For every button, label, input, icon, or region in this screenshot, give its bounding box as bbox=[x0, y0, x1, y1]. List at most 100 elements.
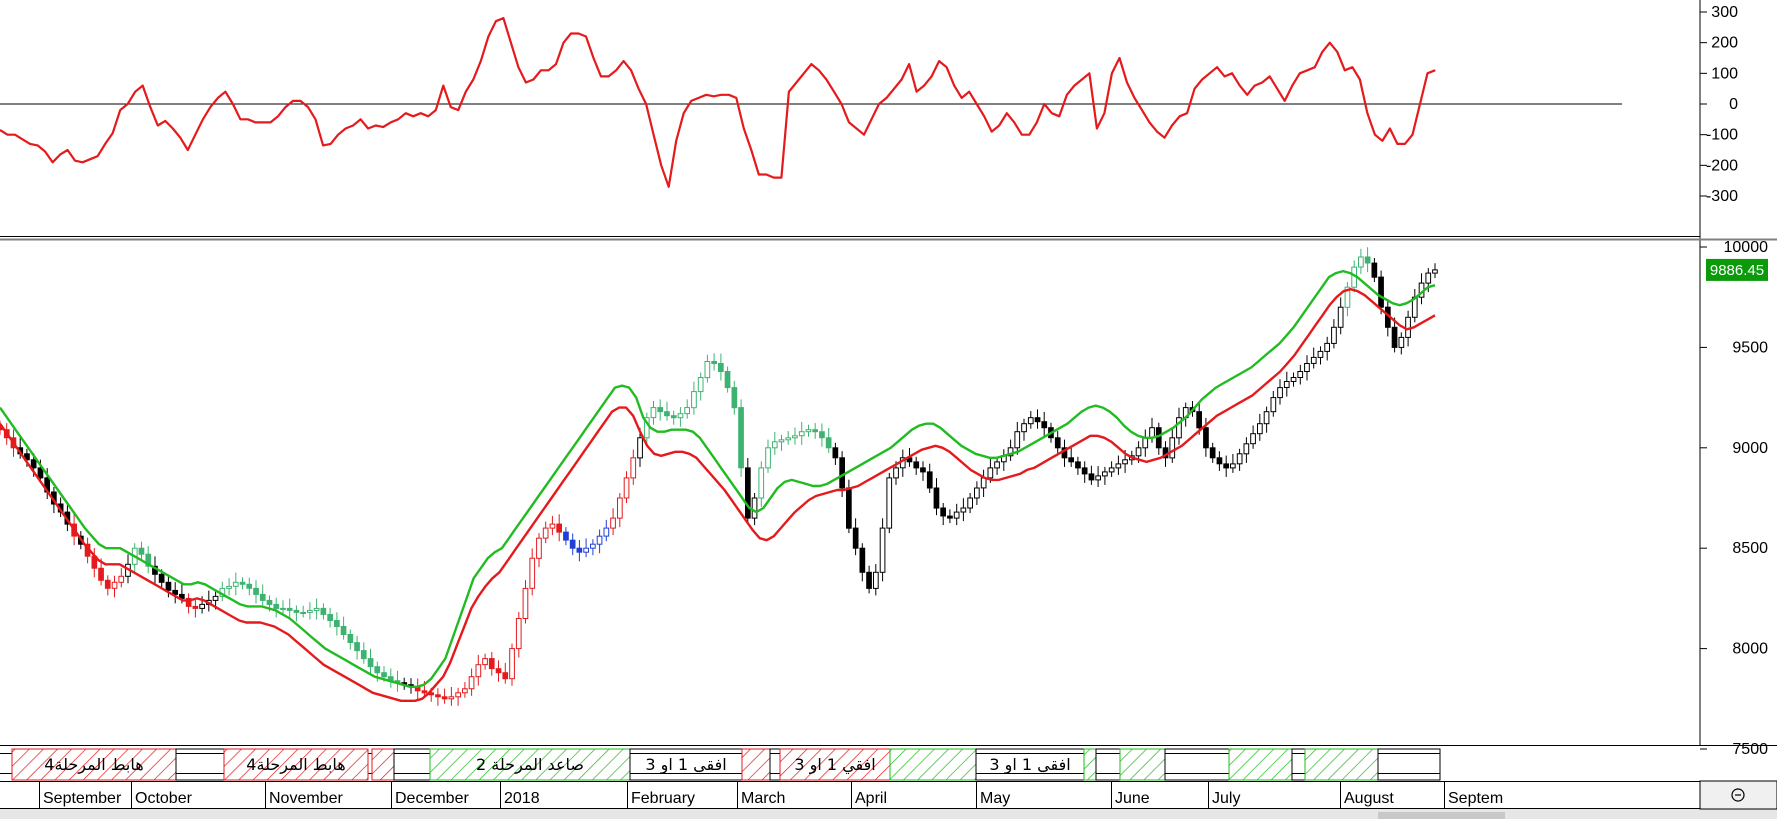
oscillator-point bbox=[1073, 85, 1075, 87]
oscillator-point bbox=[1201, 78, 1203, 81]
oscillator-point bbox=[127, 103, 129, 105]
candle-body bbox=[819, 431, 825, 439]
candle-body bbox=[940, 507, 946, 517]
oscillator-point bbox=[112, 132, 114, 134]
candle-body bbox=[1155, 427, 1162, 449]
candle-body bbox=[778, 439, 785, 443]
candle-body bbox=[549, 523, 556, 529]
oscillator-point bbox=[1434, 69, 1436, 71]
oscillator-point bbox=[352, 124, 354, 127]
oscillator-point bbox=[1419, 103, 1421, 105]
candle-body bbox=[1297, 371, 1304, 378]
candle-body bbox=[684, 407, 690, 415]
oscillator-point bbox=[330, 143, 332, 145]
oscillator-point bbox=[435, 109, 437, 111]
candle-body bbox=[1115, 463, 1122, 469]
oscillator-point bbox=[67, 149, 69, 151]
candle-body bbox=[886, 477, 893, 529]
oscillator-point bbox=[885, 97, 888, 99]
oscillator-point bbox=[1411, 134, 1414, 136]
candle-body bbox=[1135, 447, 1142, 457]
oscillator-point bbox=[472, 78, 474, 81]
oscillator-point bbox=[1284, 100, 1286, 102]
oscillator-point bbox=[1148, 121, 1151, 123]
candle-body bbox=[111, 581, 118, 589]
oscillator-line bbox=[0, 17, 1436, 188]
oscillator-point bbox=[1366, 112, 1368, 114]
candle-body bbox=[441, 696, 448, 700]
candle-body bbox=[677, 413, 684, 419]
oscillator-point bbox=[1043, 103, 1045, 105]
oscillator-point bbox=[547, 69, 550, 71]
phase-segment-down bbox=[779, 748, 891, 781]
month-label: May bbox=[980, 790, 1010, 807]
oscillator-point bbox=[810, 63, 813, 65]
oscillator-point bbox=[480, 60, 482, 62]
candle-body bbox=[1169, 437, 1176, 459]
price-plot bbox=[0, 247, 1438, 706]
candle-body bbox=[192, 605, 199, 609]
oscillator-point bbox=[1321, 51, 1323, 53]
month-label: 2018 bbox=[504, 790, 540, 807]
oscillator-point bbox=[142, 85, 144, 87]
candle-body bbox=[974, 487, 980, 499]
oscillator-point bbox=[104, 143, 106, 145]
candle-body bbox=[697, 377, 704, 393]
candle-body bbox=[118, 575, 125, 583]
oscillator-point bbox=[795, 81, 798, 84]
oscillator-point bbox=[157, 124, 159, 127]
oscillator-point bbox=[555, 63, 557, 65]
candle-body bbox=[758, 467, 765, 499]
oscillator-point bbox=[848, 121, 850, 123]
candle-body bbox=[293, 609, 300, 613]
candle-body bbox=[374, 666, 381, 674]
price-tick-label: 9000 bbox=[1732, 440, 1768, 457]
oscillator-point bbox=[615, 69, 617, 71]
oscillator-point bbox=[375, 124, 377, 127]
phase-segment-down bbox=[223, 748, 369, 781]
oscillator-point bbox=[908, 63, 910, 65]
oscillator-point bbox=[991, 131, 993, 133]
candle-body bbox=[421, 690, 428, 694]
candle-body bbox=[138, 547, 145, 555]
oscillator-point bbox=[6, 134, 9, 136]
candle-body bbox=[980, 477, 987, 489]
candle-body bbox=[462, 688, 468, 694]
oscillator-point bbox=[254, 121, 256, 123]
candle-body bbox=[232, 581, 239, 587]
oscillator-point bbox=[322, 144, 324, 146]
oscillator-point bbox=[1306, 69, 1308, 71]
candle-body bbox=[798, 431, 805, 437]
candle-body bbox=[226, 585, 232, 589]
oscillator-point bbox=[818, 69, 820, 71]
candle-body bbox=[185, 597, 192, 607]
month-label: September bbox=[43, 790, 122, 807]
oscillator-point bbox=[660, 164, 662, 166]
oscillator-point bbox=[97, 155, 99, 157]
phase-label: افقي 1 او 3 bbox=[794, 755, 875, 775]
oscillator-point bbox=[1216, 66, 1218, 68]
osc-tick-label: -100 bbox=[1706, 127, 1738, 144]
candle-body bbox=[1236, 453, 1243, 465]
oscillator-point bbox=[74, 160, 76, 162]
candle-body bbox=[482, 658, 488, 666]
candle-body bbox=[266, 599, 273, 605]
osc-tick-label: 0 bbox=[1729, 96, 1738, 113]
candle-body bbox=[832, 447, 839, 459]
candle-body bbox=[1102, 471, 1108, 477]
candle-body bbox=[1216, 457, 1223, 465]
candle-body bbox=[104, 579, 111, 589]
oscillator-point bbox=[149, 106, 151, 108]
candle-body bbox=[839, 457, 845, 489]
candle-body bbox=[691, 391, 697, 409]
candle-body bbox=[199, 603, 206, 609]
smiley-icon[interactable] bbox=[1731, 788, 1745, 802]
oscillator-point bbox=[878, 103, 880, 105]
oscillator-point bbox=[487, 35, 489, 38]
oscillator-point bbox=[1096, 127, 1098, 130]
oscillator-point bbox=[1299, 72, 1301, 74]
candle-body bbox=[1290, 377, 1297, 382]
phase-band: هابط المرحلة4 هابط المرحلة4 صاعد المرحلة 2… bbox=[0, 748, 1441, 781]
oscillator-point bbox=[630, 69, 632, 71]
oscillator-point bbox=[833, 91, 835, 93]
